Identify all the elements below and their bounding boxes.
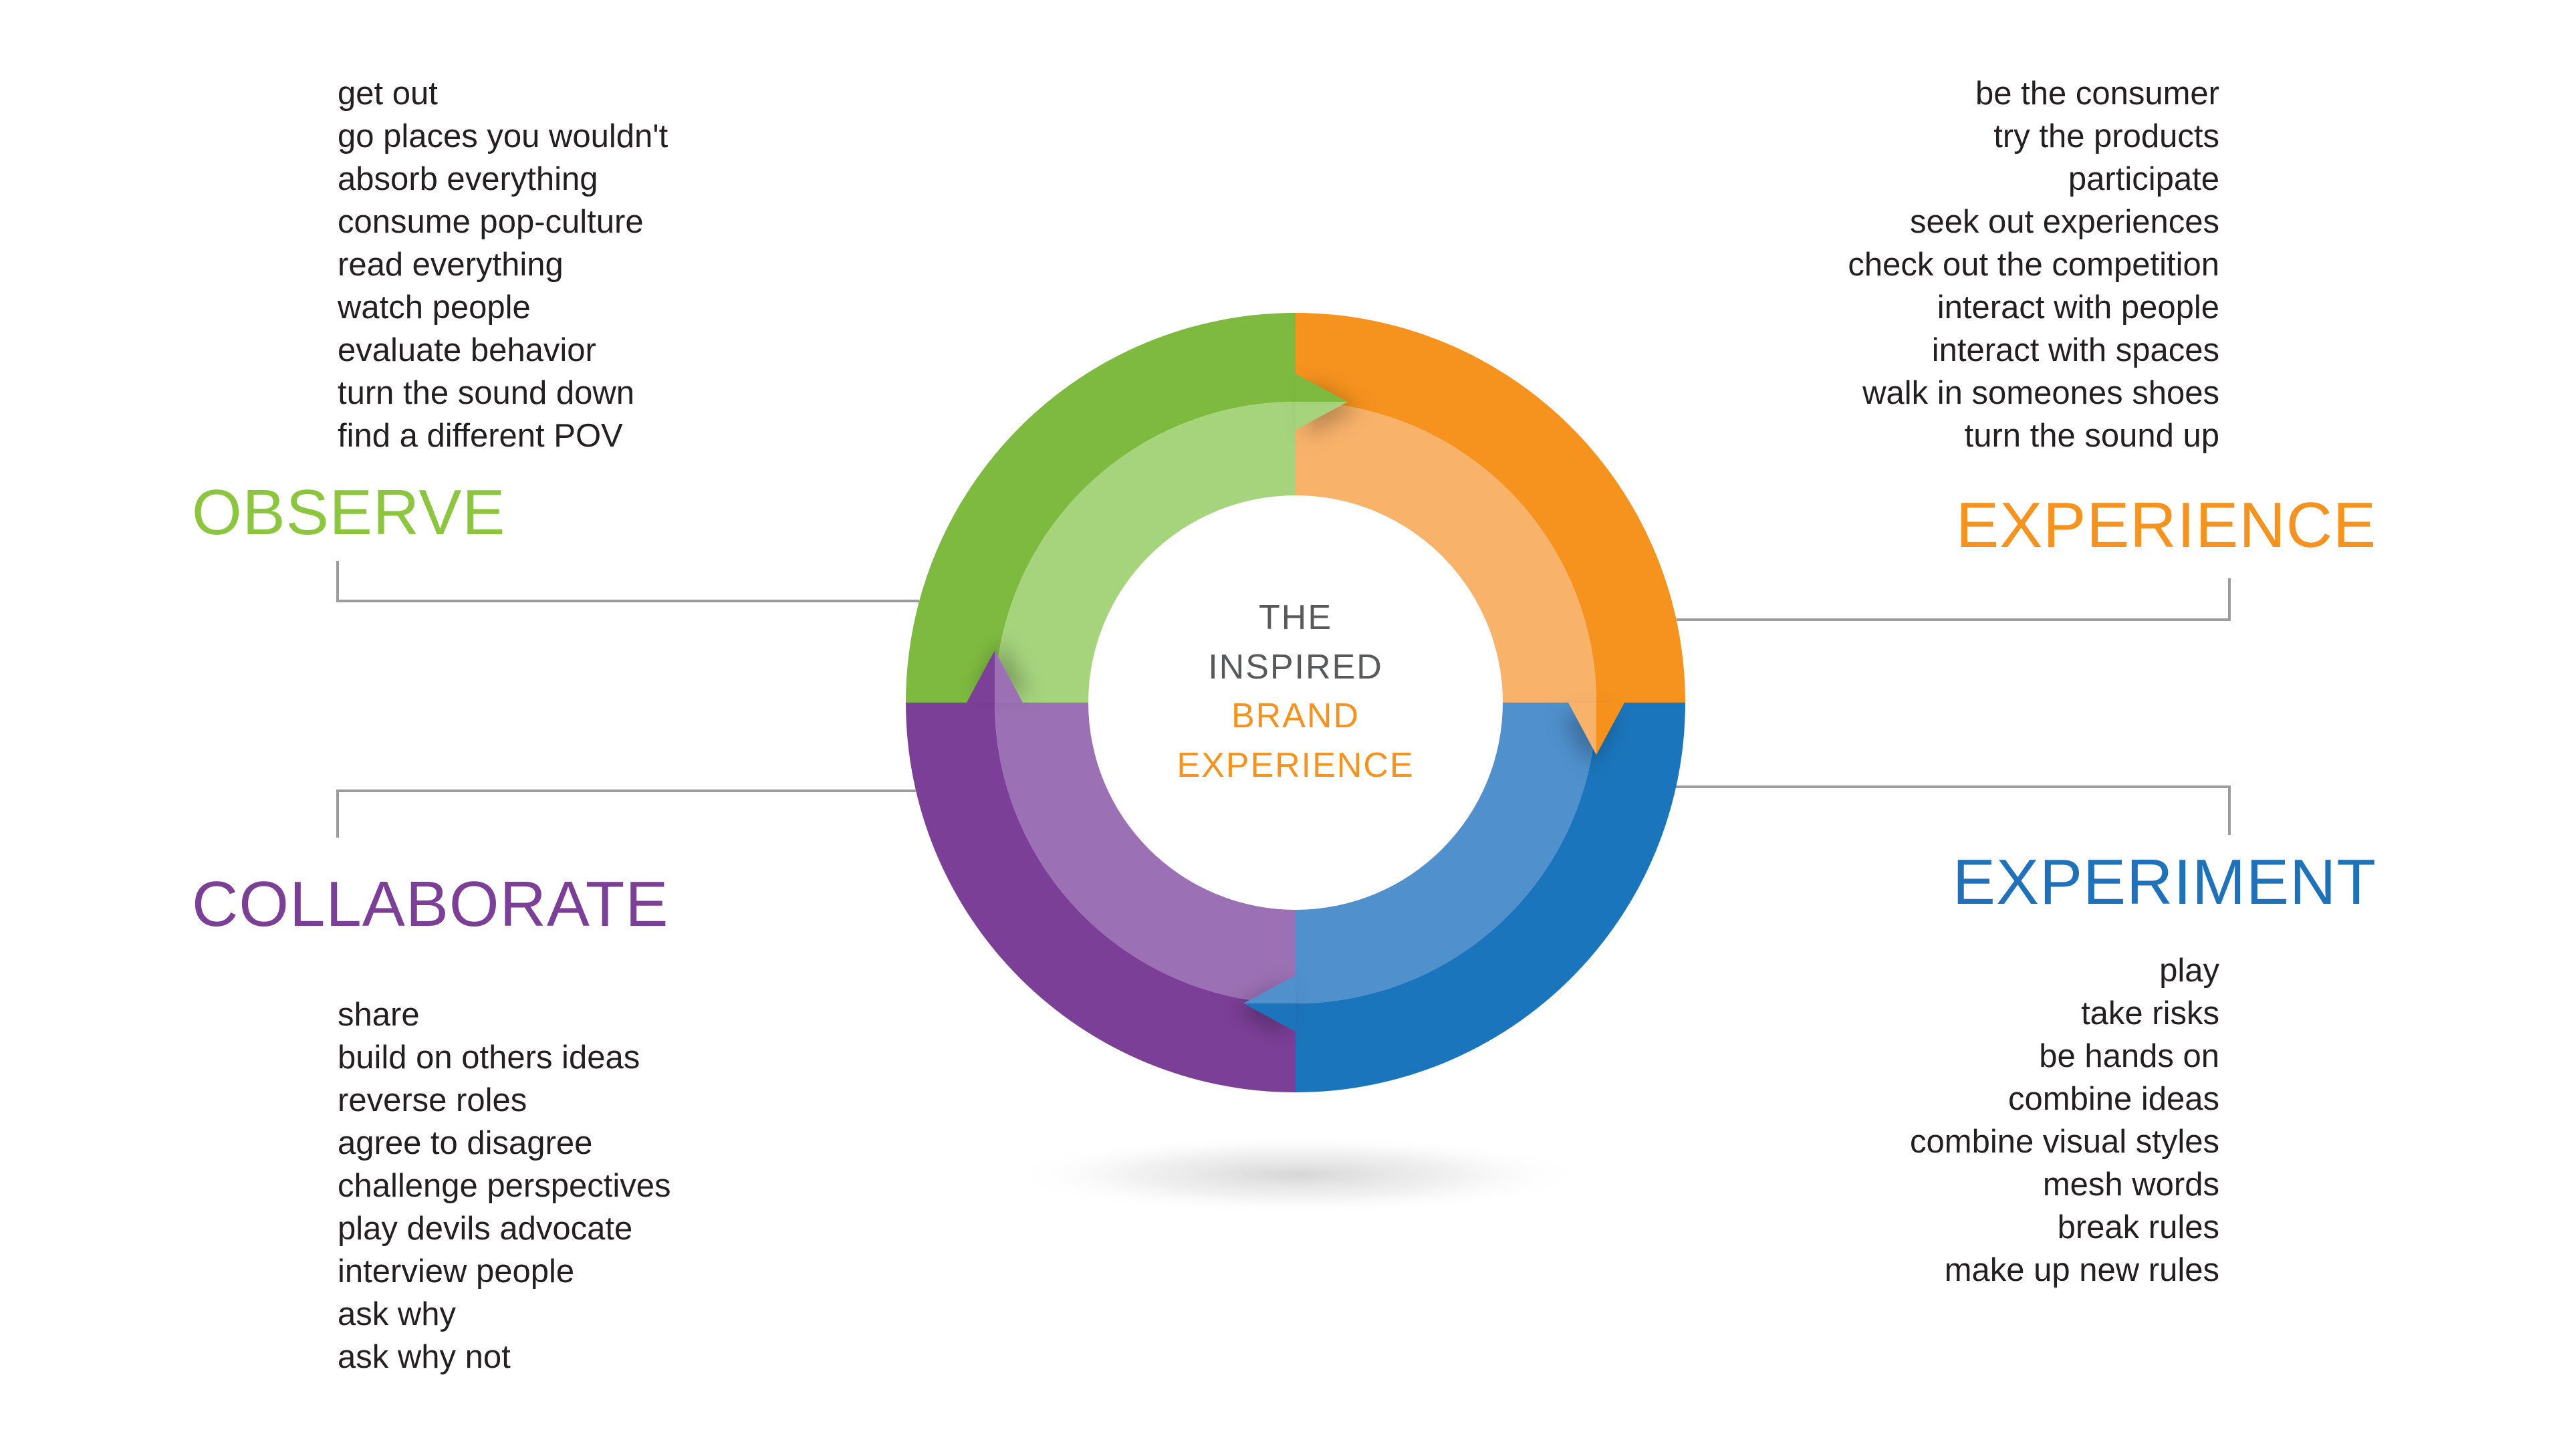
list-item: be hands on [2039, 1038, 2219, 1074]
ring-segment-collaborate-outer [906, 703, 1296, 1092]
ring-segment-observe-outer [906, 313, 1296, 703]
flow-arrow-collaborate-dark [967, 650, 995, 703]
list-item: try the products [1993, 118, 2219, 154]
ring-segment-experience-outer [1296, 313, 1685, 703]
ring-segment-experiment-outer [1296, 703, 1685, 1092]
list-item: interview people [338, 1253, 575, 1290]
list-item: be the consumer [1975, 76, 2219, 112]
list-item: watch people [338, 289, 531, 326]
list-item: challenge perspectives [338, 1168, 671, 1204]
list-item: seek out experiences [1909, 204, 2219, 240]
list-item: absorb everything [338, 161, 598, 197]
list-item: turn the sound down [338, 375, 635, 411]
list-item: read everything [338, 247, 564, 283]
flow-arrow-experience-light [1568, 703, 1596, 755]
flow-arrow-experience-dark [1596, 703, 1624, 755]
ground-shadow [1006, 1134, 1588, 1215]
center-title: THE INSPIRED BRAND EXPERIENCE [1177, 598, 1414, 785]
center-title-line-1: THE [1259, 598, 1332, 637]
flow-arrow-observe-dark [1296, 374, 1348, 402]
center-title-line-4: EXPERIENCE [1177, 746, 1414, 785]
connector-observe [336, 561, 919, 602]
experiment-list: play take risks be hands on combine ideas co… [1910, 949, 2219, 1292]
list-item: interact with people [1937, 289, 2219, 326]
connector-collaborate [336, 790, 916, 838]
list-item: participate [2068, 161, 2219, 197]
flow-ring [906, 313, 1685, 1092]
list-item: find a different POV [338, 418, 623, 454]
list-item: break rules [2057, 1209, 2219, 1245]
ring-segment-experiment-inner [1296, 703, 1596, 1003]
list-item: combine ideas [2008, 1081, 2219, 1117]
connectors [336, 561, 2231, 838]
ring-segment-experience-inner [1296, 402, 1596, 703]
list-item: play devils advocate [338, 1211, 633, 1247]
flow-arrow-experiment-dark [1243, 1003, 1296, 1032]
list-item: go places you wouldn't [338, 118, 668, 154]
list-item: mesh words [2042, 1167, 2219, 1203]
list-item: combine visual styles [1910, 1124, 2219, 1160]
flow-arrow-experiment-light [1243, 975, 1296, 1003]
flow-arrow-collaborate-light [995, 650, 1023, 703]
flow-arrow-experiment [1243, 975, 1296, 1032]
list-item: reverse roles [338, 1082, 527, 1118]
heading-collaborate: COLLABORATE [192, 868, 669, 940]
heading-observe: OBSERVE [192, 477, 506, 548]
collaborate-list: share build on others ideas reverse roles a… [338, 993, 670, 1378]
flow-arrow-observe-light [1296, 402, 1348, 430]
connector-experience [1677, 578, 2231, 621]
center-title-line-2: INSPIRED [1208, 648, 1383, 687]
list-item: walk in someones shoes [1862, 375, 2219, 411]
list-item: evaluate behavior [338, 332, 596, 368]
list-item: play [2159, 953, 2219, 989]
ring-segment-observe-inner [995, 402, 1296, 703]
heading-experiment: EXPERIMENT [1952, 846, 2376, 918]
list-item: make up new rules [1944, 1252, 2219, 1288]
list-item: get out [338, 76, 438, 112]
experience-list: be the consumer try the products participa… [1848, 72, 2219, 457]
list-item: ask why not [338, 1339, 511, 1375]
heading-experience: EXPERIENCE [1956, 489, 2376, 561]
observe-list: get out go places you wouldn't absorb ever… [338, 72, 668, 457]
ring-segment-collaborate-inner [995, 703, 1296, 1003]
flow-arrow-experience [1568, 703, 1624, 755]
flow-arrow-collaborate [967, 650, 1023, 703]
list-item: share [338, 997, 420, 1033]
list-item: turn the sound up [1964, 418, 2219, 454]
list-item: agree to disagree [338, 1125, 593, 1161]
flow-arrow-observe [1296, 374, 1348, 430]
list-item: interact with spaces [1931, 332, 2219, 368]
list-item: build on others ideas [338, 1040, 640, 1076]
connector-experiment [1676, 785, 2231, 835]
list-item: ask why [338, 1296, 457, 1332]
center-title-line-3: BRAND [1231, 697, 1360, 735]
list-item: take risks [2081, 995, 2219, 1032]
list-item: consume pop-culture [338, 204, 644, 240]
list-item: check out the competition [1848, 247, 2219, 283]
